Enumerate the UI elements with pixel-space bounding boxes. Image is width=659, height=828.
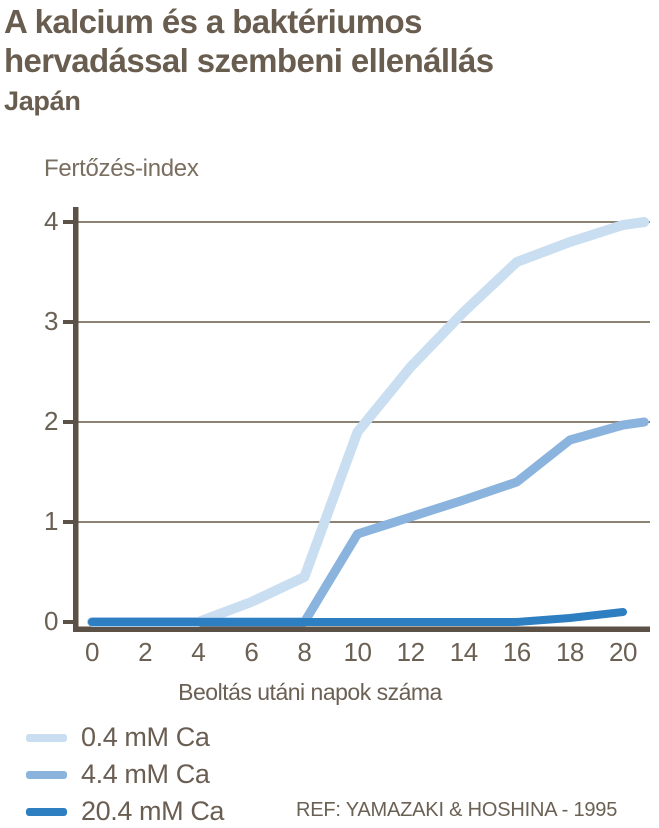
legend-label-series-1: 0.4 mM Ca [81, 722, 210, 752]
x-axis-title: Beoltás utáni napok száma [178, 679, 442, 705]
x-tick-label-6: 6 [244, 637, 258, 667]
x-tick-label-0: 0 [85, 637, 99, 667]
y-tick-label-1: 1 [44, 506, 58, 536]
legend-swatch-series-1 [26, 733, 67, 742]
y-tick-label-3: 3 [44, 306, 58, 336]
y-axis-line [73, 207, 79, 632]
y-axis-title: Fertőzés-index [44, 155, 199, 182]
x-tick-label-20: 20 [609, 637, 637, 667]
x-tick-label-12: 12 [397, 637, 425, 667]
legend-swatch-series-3 [26, 807, 67, 816]
legend-label-series-2: 4.4 mM Ca [81, 759, 210, 789]
x-tick-label-16: 16 [503, 637, 531, 667]
legend-label-series-3: 20.4 mM Ca [81, 796, 225, 826]
x-tick-label-8: 8 [297, 637, 311, 667]
legend: 0.4 mM Ca 4.4 mM Ca 20.4 mM Ca [26, 722, 225, 828]
page-subtitle: Japán [4, 86, 81, 116]
series-line-3 [88, 608, 627, 626]
x-tick-label-2: 2 [138, 637, 152, 667]
x-axis-line [73, 626, 650, 632]
x-tick-label-18: 18 [556, 637, 584, 667]
legend-item-1: 0.4 mM Ca [26, 722, 224, 752]
page-title-line-2: hervadással szembeni ellenállás [4, 42, 494, 79]
y-tick-label-2: 2 [44, 406, 58, 436]
y-tick-label-0: 0 [44, 606, 58, 636]
x-tick-label-14: 14 [450, 637, 478, 667]
legend-item-2: 4.4 mM Ca [26, 759, 224, 789]
page-title: A kalcium és a baktériumos hervadással sz… [4, 2, 659, 80]
legend-item-3: 20.4 mM Ca [26, 796, 225, 826]
x-tick-label-10: 10 [344, 637, 372, 667]
x-tick-label-4: 4 [191, 637, 205, 667]
reference-citation: REF: YAMAZAKI & HOSHINA - 1995 [296, 799, 618, 821]
y-tick-label-4: 4 [44, 206, 58, 236]
page-title-line-1: A kalcium és a baktériumos [4, 3, 422, 40]
legend-swatch-series-2 [26, 770, 67, 779]
